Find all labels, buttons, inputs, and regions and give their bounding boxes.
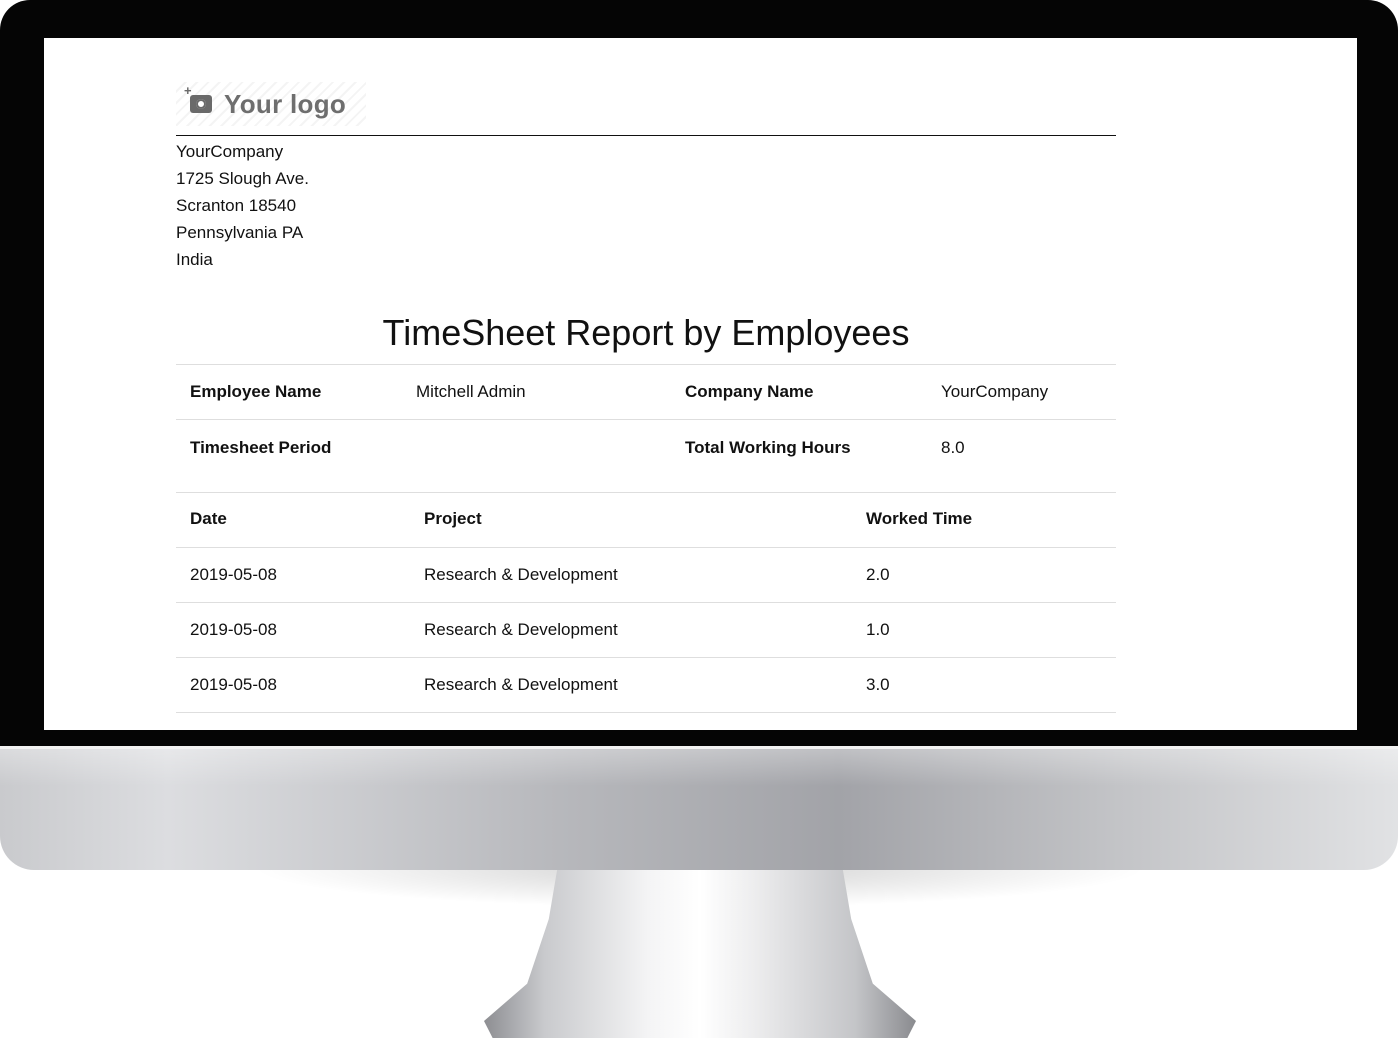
row-date: 2019-05-08 [190,674,277,694]
header-divider [176,135,1116,136]
timesheet-period-value [402,420,671,493]
row-worked-time: 2.0 [866,564,890,584]
employee-info-table: Employee Name Mitchell Admin Company Nam… [176,364,1116,493]
info-row: Employee Name Mitchell Admin Company Nam… [176,364,1116,420]
info-row: Timesheet Period Total Working Hours 8.0 [176,419,1116,493]
company-street: 1725 Slough Ave. [176,169,309,188]
row-project: Research & Development [424,564,618,584]
column-header-project: Project [424,509,482,529]
company-state: Pennsylvania PA [176,223,304,242]
row-worked-time: 3.0 [866,674,890,694]
company-city: Scranton 18540 [176,196,297,215]
table-row: 2019-05-08 Research & Development 1.0 [176,602,1116,657]
row-project: Research & Development [424,619,618,639]
row-worked-time: 1.0 [866,619,890,639]
monitor-chin [0,746,1398,870]
total-hours-value: 8.0 [941,438,965,457]
table-row: 2019-05-08 Research & Development 2.0 [176,547,1116,602]
timesheet-lines-table: Date Project Worked Time 2019-05-08 Rese… [176,492,1116,713]
company-logo: Your logo [176,82,366,126]
column-header-date: Date [190,509,227,529]
employee-name-label: Employee Name [190,382,322,401]
table-row: 2019-05-08 Research & Development 3.0 [176,657,1116,712]
row-project: Research & Development [424,674,618,694]
timesheet-period-label: Timesheet Period [190,438,332,457]
company-name: YourCompany [176,142,284,161]
camera-icon [184,83,212,113]
company-name-value: YourCompany [941,382,1049,401]
report-title: TimeSheet Report by Employees [382,312,910,353]
company-name-label: Company Name [685,382,814,401]
company-address: YourCompany 1725 Slough Ave. Scranton 18… [176,138,309,273]
row-date: 2019-05-08 [190,619,277,639]
total-hours-label: Total Working Hours [685,438,851,457]
row-date: 2019-05-08 [190,564,277,584]
employee-name-value: Mitchell Admin [416,382,526,401]
monitor-stand [484,868,916,1038]
logo-text: Your logo [224,88,347,119]
column-header-worked-time: Worked Time [866,509,973,529]
monitor-screen: Your logo YourCompany 1725 Slough Ave. S… [44,38,1357,730]
company-country: India [176,250,213,269]
table-header-row: Date Project Worked Time [176,492,1116,547]
